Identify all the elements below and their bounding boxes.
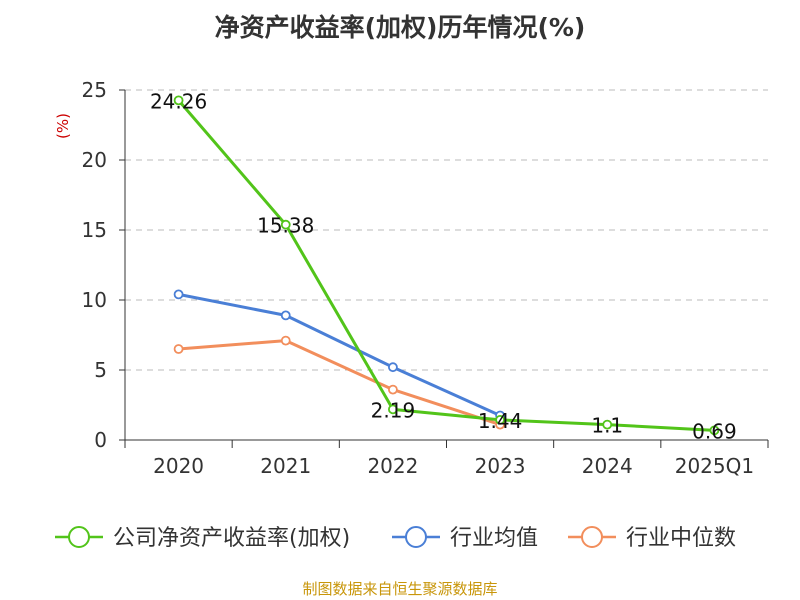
data-label: 1.1 <box>591 414 623 438</box>
legend-label: 行业均值 <box>450 526 538 551</box>
data-label: 15.38 <box>257 214 314 238</box>
x-tick-label: 2023 <box>475 454 526 478</box>
legend-marker <box>581 526 603 548</box>
data-label: 0.69 <box>692 419 737 443</box>
data-point <box>495 414 505 425</box>
x-tick-label: 2022 <box>367 454 418 478</box>
source-note: 制图数据来自恒生聚源数据库 <box>302 580 498 598</box>
legend-label: 公司净资产收益率(加权) <box>113 526 350 551</box>
series-line-2 <box>178 339 501 427</box>
data-point <box>709 425 720 436</box>
data-labels: 24.26 15.38 2.19 1.44 1.1 0.69 <box>150 89 737 443</box>
data-point <box>602 419 613 430</box>
y-tick-label: 25 <box>82 78 107 102</box>
legend-label: 行业中位数 <box>626 526 736 551</box>
x-tick-label: 2024 <box>582 454 633 478</box>
data-point <box>388 362 398 373</box>
data-point <box>388 404 398 415</box>
series-lines <box>173 95 720 436</box>
y-tick-label: 5 <box>94 358 107 382</box>
legend: 公司净资产收益率(加权) 行业均值 行业中位数 <box>55 526 736 551</box>
x-tick-label: 2021 <box>260 454 311 478</box>
y-axis-unit-label: (%) <box>54 113 72 139</box>
data-point <box>173 344 184 354</box>
data-point <box>280 335 291 346</box>
chart-title: 净资产收益率(加权)历年情况(%) <box>214 13 586 42</box>
data-label: 2.19 <box>371 398 416 422</box>
x-tick-label: 2025Q1 <box>675 454 754 478</box>
legend-marker <box>68 526 90 548</box>
x-tick-label: 2020 <box>153 454 204 478</box>
data-point <box>173 95 184 106</box>
data-point <box>388 384 398 395</box>
data-label: 1.44 <box>478 409 523 433</box>
data-label: 24.26 <box>150 89 207 113</box>
y-tick-label: 10 <box>82 288 107 312</box>
series-line-0 <box>177 99 715 432</box>
grid-lines <box>125 89 768 371</box>
legend-marker <box>405 526 427 548</box>
y-tick-label: 20 <box>82 148 107 172</box>
series-line-1 <box>178 292 501 417</box>
data-point <box>280 310 291 321</box>
y-tick-label: 0 <box>94 428 107 452</box>
data-point <box>173 289 184 300</box>
y-tick-label: 15 <box>82 218 107 242</box>
data-point <box>280 219 291 230</box>
axes: 0 5 10 15 20 25 2020 2021 2022 2023 2024 2025Q1 (%) <box>54 78 769 478</box>
